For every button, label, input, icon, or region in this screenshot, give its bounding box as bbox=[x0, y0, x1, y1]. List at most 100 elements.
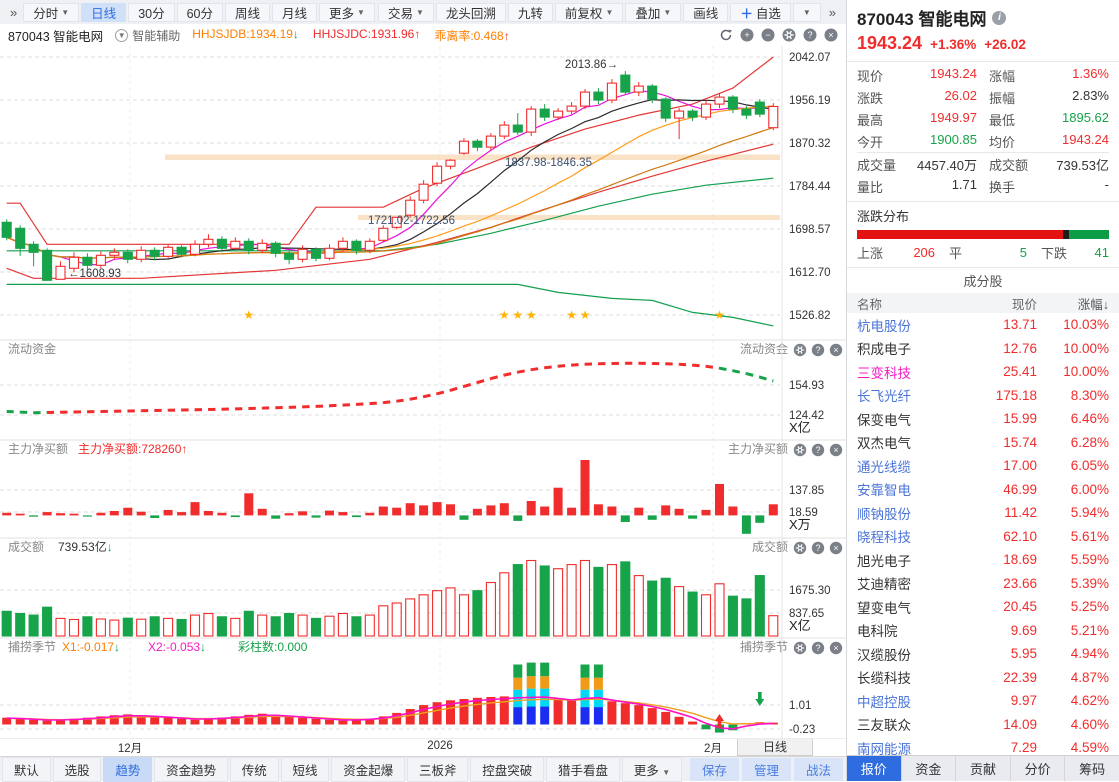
svg-text:×: × bbox=[833, 643, 838, 653]
strategy-tab-more[interactable]: 更多 ▼ bbox=[622, 757, 682, 782]
top-tab-draw-line[interactable]: 画线 bbox=[683, 3, 728, 22]
gear-icon[interactable] bbox=[782, 28, 796, 42]
quote-tab-price-dist[interactable]: 分价 bbox=[1011, 756, 1066, 781]
quote-tab-quote[interactable]: 报价 bbox=[847, 756, 902, 781]
dash-line-seg bbox=[303, 406, 316, 407]
top-tab-nine-turn[interactable]: 九转 bbox=[508, 3, 553, 22]
dash-line-seg bbox=[464, 383, 477, 387]
close-icon[interactable]: × bbox=[830, 542, 842, 554]
help-icon[interactable]: ? bbox=[812, 344, 824, 356]
help-icon[interactable]: ? bbox=[812, 444, 824, 456]
flat-label: 平 bbox=[949, 243, 962, 262]
price-annotation: 1837.98-1846.35 bbox=[505, 157, 592, 169]
gear-icon[interactable] bbox=[794, 642, 806, 654]
refresh-icon[interactable] bbox=[719, 28, 733, 42]
help-icon[interactable]: ? bbox=[812, 542, 824, 554]
strategy-tab-fund-trend[interactable]: 资金趋势 bbox=[154, 757, 228, 782]
expand-icon[interactable]: » bbox=[823, 5, 842, 20]
strategy-tab-default[interactable]: 默认 bbox=[2, 757, 51, 782]
dash-line-seg bbox=[545, 366, 558, 367]
save-button[interactable]: 保存 bbox=[690, 758, 739, 781]
tactics-button[interactable]: 战法 bbox=[794, 758, 843, 781]
top-tab-add-watchlist[interactable]: ＋自选 bbox=[730, 3, 791, 22]
col-name[interactable]: 名称 bbox=[857, 294, 965, 313]
panel-y-label: 137.85 bbox=[789, 485, 824, 497]
top-tab-monthly[interactable]: 月线 bbox=[272, 3, 317, 22]
smart-assist-toggle[interactable]: ▼ 智能辅助 bbox=[115, 27, 180, 44]
top-tab-daily[interactable]: 日线 bbox=[81, 3, 126, 22]
svg-text:?: ? bbox=[815, 543, 820, 553]
top-tab-watchlist-caret[interactable]: ▼ bbox=[793, 3, 821, 22]
top-tab-min30[interactable]: 30分 bbox=[128, 3, 174, 22]
quote-tab-funds[interactable]: 资金 bbox=[902, 756, 957, 781]
close-icon[interactable]: × bbox=[830, 344, 842, 356]
top-tab-more[interactable]: 更多▼ bbox=[319, 3, 375, 22]
dash-line-seg bbox=[706, 366, 720, 368]
top-tab-dragon-review[interactable]: 龙头回溯 bbox=[436, 3, 506, 22]
gear-icon[interactable] bbox=[794, 344, 806, 356]
close-icon[interactable]: × bbox=[830, 642, 842, 654]
zoom-out-icon[interactable]: − bbox=[761, 28, 775, 42]
top-tab-minute[interactable]: 分时▼ bbox=[23, 3, 79, 22]
quote-tab-contribution[interactable]: 贡献 bbox=[956, 756, 1011, 781]
quote-tab-chips[interactable]: 筹码 bbox=[1065, 756, 1119, 781]
col-price[interactable]: 现价 bbox=[965, 294, 1037, 313]
strategy-tab-control-break[interactable]: 控盘突破 bbox=[470, 757, 544, 782]
strategy-tab-short-term[interactable]: 短线 bbox=[281, 757, 330, 782]
help-icon[interactable]: ? bbox=[803, 28, 817, 42]
top-tab-overlay[interactable]: 叠加▼ bbox=[625, 3, 681, 22]
gear-icon[interactable] bbox=[794, 542, 806, 554]
gear-icon[interactable] bbox=[794, 444, 806, 456]
strategy-tab-hunter-watch[interactable]: 猎手看盘 bbox=[546, 757, 620, 782]
dash-line-seg bbox=[720, 368, 733, 371]
top-tab-weekly[interactable]: 周线 bbox=[225, 3, 270, 22]
col-pct-sort[interactable]: 涨幅↓ bbox=[1037, 294, 1109, 313]
up-label: 上涨 bbox=[857, 243, 883, 262]
strategy-tab-fund-burst[interactable]: 资金起爆 bbox=[331, 757, 405, 782]
collapse-icon[interactable]: » bbox=[4, 5, 23, 20]
x1-line bbox=[7, 699, 774, 724]
top-tab-min60[interactable]: 60分 bbox=[177, 3, 223, 22]
chart-canvas[interactable]: 2042.071956.191870.321784.441698.571612.… bbox=[0, 46, 847, 738]
dash-line-seg bbox=[20, 412, 33, 413]
strategy-tab-three-axe[interactable]: 三板斧 bbox=[407, 757, 468, 782]
down-count: 41 bbox=[1067, 245, 1109, 260]
period-indicator-tab[interactable]: 日线 bbox=[737, 739, 813, 756]
strategy-tab-trend[interactable]: 趋势 bbox=[103, 757, 152, 782]
info-icon[interactable]: i bbox=[992, 11, 1006, 25]
top-tab-forward-adjust[interactable]: 前复权▼ bbox=[555, 3, 623, 22]
manage-button[interactable]: 管理 bbox=[742, 758, 791, 781]
zoom-in-icon[interactable]: + bbox=[740, 28, 754, 42]
close-icon[interactable]: × bbox=[824, 28, 838, 42]
strategy-toolbar: 默认选股趋势资金趋势传统短线资金起爆三板斧控盘突破猎手看盘更多 ▼ 保存管理战法 bbox=[0, 756, 846, 781]
y-axis-tick: 2042.07 bbox=[789, 52, 831, 64]
dash-line-seg bbox=[760, 377, 774, 381]
close-icon[interactable]: × bbox=[830, 444, 842, 456]
panel-y-label: 154.93 bbox=[789, 380, 824, 392]
top-tab-trade[interactable]: 交易▼ bbox=[378, 3, 434, 22]
strategy-tab-traditional[interactable]: 传统 bbox=[230, 757, 279, 782]
chevron-down-icon: ▼ bbox=[605, 8, 613, 17]
strategy-tab-stock-pick[interactable]: 选股 bbox=[53, 757, 102, 782]
help-icon[interactable]: ? bbox=[812, 642, 824, 654]
ma-line bbox=[7, 91, 774, 265]
